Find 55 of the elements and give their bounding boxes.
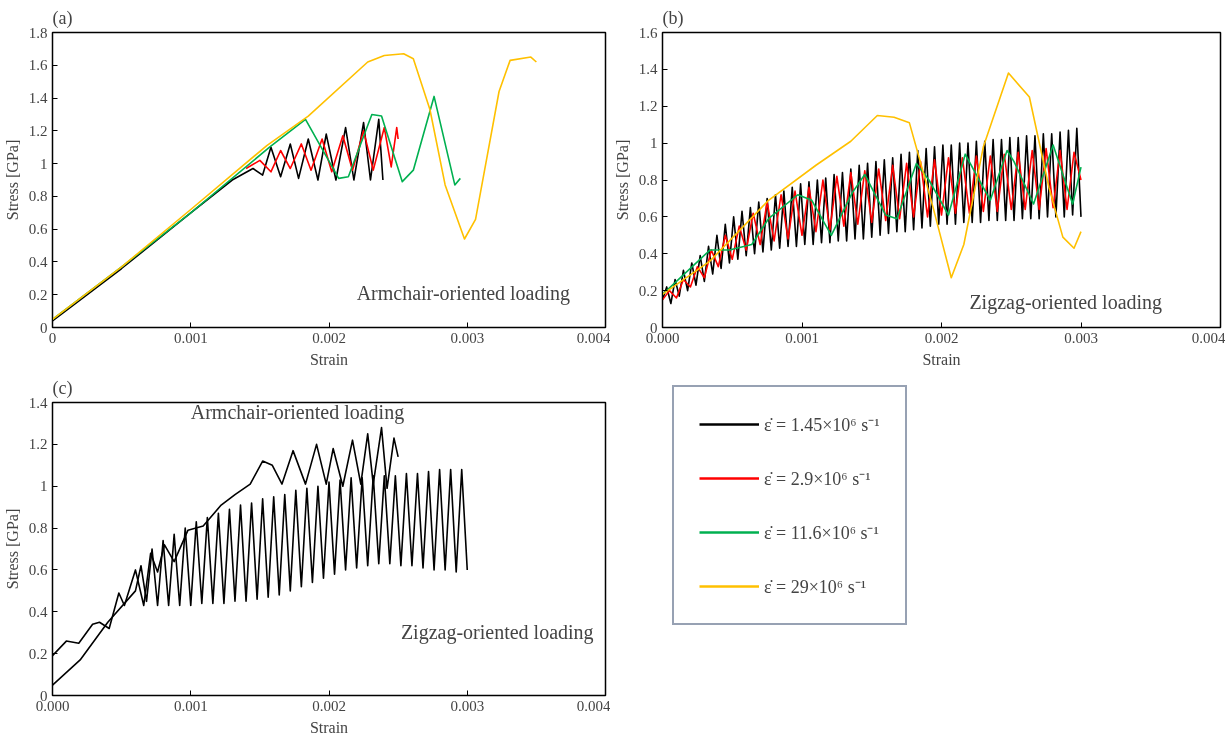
y-tick-label: 1.4 [28, 394, 48, 411]
x-axis-title: Strain [922, 350, 961, 368]
y-tick-label: 1.6 [28, 57, 48, 74]
x-axis-title: Strain [309, 718, 349, 736]
annotation: Zigzag-oriented loading [400, 620, 594, 644]
y-tick-label: 0.2 [28, 645, 48, 662]
y-tick-label: 0.4 [638, 245, 658, 262]
y-tick-label: 1 [40, 155, 48, 172]
x-tick-label: 0.002 [312, 329, 346, 346]
y-tick-label: 0.6 [638, 208, 658, 225]
chart-title: (b) [662, 7, 684, 29]
y-tick-label: 1 [650, 135, 658, 152]
x-tick-label: 0.004 [1191, 329, 1225, 346]
y-tick-label: 0.4 [28, 603, 48, 620]
y-tick-label: 1.6 [638, 24, 658, 41]
y-tick-label: 0.8 [28, 520, 48, 537]
y-tick-label: 1.4 [28, 90, 48, 107]
annotation: Armchair-oriented loading [356, 281, 571, 305]
y-tick-label: 1.2 [28, 122, 48, 139]
y-axis-title: Stress [GPa] [3, 508, 21, 590]
y-tick-label: 0.8 [638, 172, 658, 188]
x-tick-label: 0.001 [785, 329, 819, 346]
y-axis-title: Stress [GPa] [3, 139, 21, 221]
y-tick-label: 1.4 [638, 61, 658, 78]
y-tick-label: 1.2 [28, 436, 48, 453]
legend-label: ε̇ = 29×10⁶ s⁻¹ [764, 576, 867, 598]
y-tick-label: 1.8 [28, 24, 48, 41]
line-series [662, 72, 1082, 296]
legend-label: ε̇ = 11.6×10⁶ s⁻¹ [764, 522, 879, 544]
x-tick-label: 0.001 [173, 329, 208, 346]
x-axis-title: Strain [309, 350, 349, 368]
y-tick-label: 0.2 [28, 286, 48, 303]
x-tick-label: 0.002 [312, 697, 346, 714]
x-tick-label: 0.003 [450, 329, 485, 346]
y-tick-label: 0.4 [28, 253, 48, 270]
legend-label: ε̇ = 2.9×10⁶ s⁻¹ [764, 468, 871, 490]
chart-title: (c) [52, 377, 73, 399]
line-series [245, 126, 399, 173]
annotation: Armchair-oriented loading [190, 401, 405, 425]
y-tick-label: 1 [40, 478, 48, 495]
x-tick-label: 0.003 [1064, 329, 1098, 346]
y-tick-label: 0.6 [28, 561, 48, 578]
x-tick-label: 0.004 [576, 329, 611, 346]
y-axis-title: Stress [GPa] [613, 139, 631, 221]
x-tick-label: 0.003 [450, 697, 485, 714]
y-tick-label: 0.6 [28, 221, 48, 238]
annotation: Zigzag-oriented loading [969, 290, 1163, 314]
x-tick-label: 0.001 [173, 697, 208, 714]
y-tick-label: 0.8 [28, 188, 48, 205]
y-tick-label: 0.2 [638, 282, 658, 299]
chart-title: (a) [52, 7, 73, 29]
y-tick-label: 1.2 [638, 98, 658, 115]
legend-label: ε̇ = 1.45×10⁶ s⁻¹ [764, 414, 880, 436]
x-tick-label: 0.002 [924, 329, 959, 346]
x-tick-label: 0.004 [576, 697, 611, 714]
